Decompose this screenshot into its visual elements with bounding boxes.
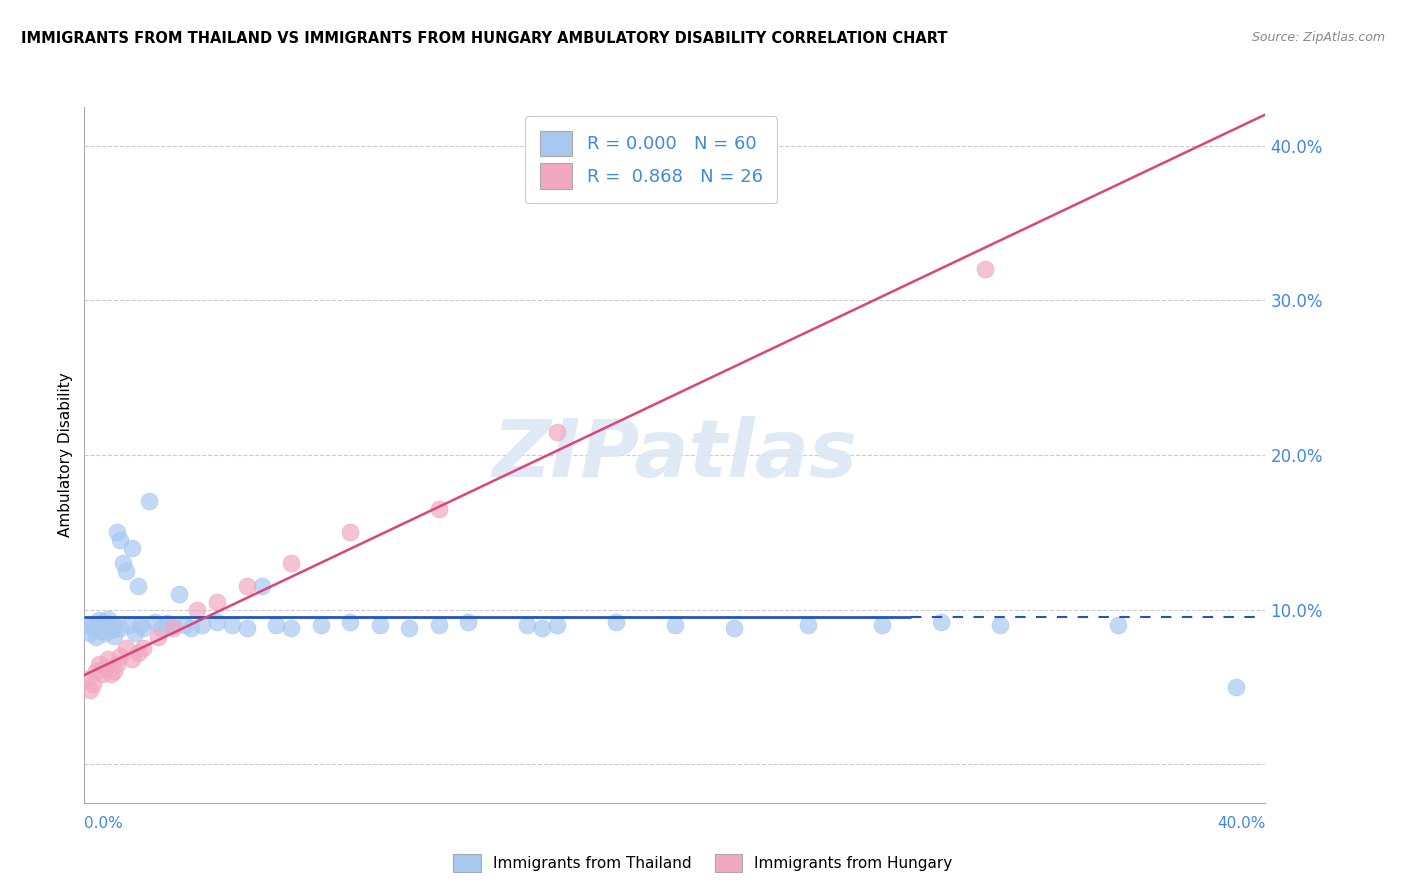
Point [100,667,122,681]
Point [156,616,179,631]
Point [84,631,107,645]
Point [205,595,228,609]
Point [1225,680,1247,694]
Point [94,661,117,675]
Point [89,623,111,637]
Point [309,618,332,632]
Point [132,621,155,635]
Point [870,618,893,632]
Point [121,541,143,555]
Point [91,615,114,629]
Point [108,648,131,663]
Point [988,618,1011,632]
Point [91,624,114,639]
Point [82,618,104,632]
Point [97,619,120,633]
Point [191,618,214,632]
Point [236,579,259,593]
Text: ZIPatlas: ZIPatlas [492,416,858,494]
Point [114,564,136,578]
Point [103,618,125,632]
Y-axis label: Ambulatory Disability: Ambulatory Disability [58,373,73,537]
Point [250,579,273,593]
Point [124,625,146,640]
Point [546,618,568,632]
Point [84,621,107,635]
Point [103,665,125,679]
Point [339,615,361,629]
Point [457,615,479,629]
Point [150,621,173,635]
Point [280,556,302,570]
Point [127,579,149,593]
Point [97,652,120,666]
Point [138,494,160,508]
Point [94,616,117,631]
Point [82,677,104,691]
Point [89,613,111,627]
Point [796,618,818,632]
Point [929,615,952,629]
Text: 40.0%: 40.0% [1218,816,1265,831]
Point [186,602,208,616]
Point [79,682,101,697]
Point [127,646,149,660]
Point [368,618,391,632]
Text: IMMIGRANTS FROM THAILAND VS IMMIGRANTS FROM HUNGARY AMBULATORY DISABILITY CORREL: IMMIGRANTS FROM THAILAND VS IMMIGRANTS F… [21,31,948,46]
Text: Source: ZipAtlas.com: Source: ZipAtlas.com [1251,31,1385,45]
Point [118,618,141,632]
Point [148,631,170,645]
Point [94,625,117,640]
Point [79,625,101,640]
Point [427,618,450,632]
Legend: Immigrants from Thailand, Immigrants from Hungary: Immigrants from Thailand, Immigrants fro… [446,846,960,880]
Point [530,621,553,635]
Point [221,618,243,632]
Point [97,612,120,626]
Point [100,623,122,637]
Point [76,618,98,632]
Point [114,641,136,656]
Point [143,615,166,629]
Point [236,621,259,635]
Point [427,502,450,516]
Point [398,621,420,635]
Point [516,618,538,632]
Point [180,621,202,635]
Point [162,618,184,632]
Point [723,621,745,635]
Point [105,657,128,671]
Point [664,618,686,632]
Point [84,665,107,679]
Point [1107,618,1129,632]
Point [132,641,155,656]
Point [280,621,302,635]
Point [76,672,98,686]
Text: 0.0%: 0.0% [84,816,124,831]
Point [264,618,288,632]
Point [121,652,143,666]
Point [546,425,568,439]
Legend: R = 0.000   N = 60, R =  0.868   N = 26: R = 0.000 N = 60, R = 0.868 N = 26 [526,116,778,203]
Point [173,618,195,632]
Point [105,525,128,540]
Point [339,525,361,540]
Point [108,621,131,635]
Point [89,657,111,671]
Point [973,262,995,277]
Point [103,629,125,643]
Point [205,615,228,629]
Point [91,667,114,681]
Point [108,533,131,547]
Point [605,615,627,629]
Point [167,587,190,601]
Point [129,618,152,632]
Point [162,621,184,635]
Point [111,556,134,570]
